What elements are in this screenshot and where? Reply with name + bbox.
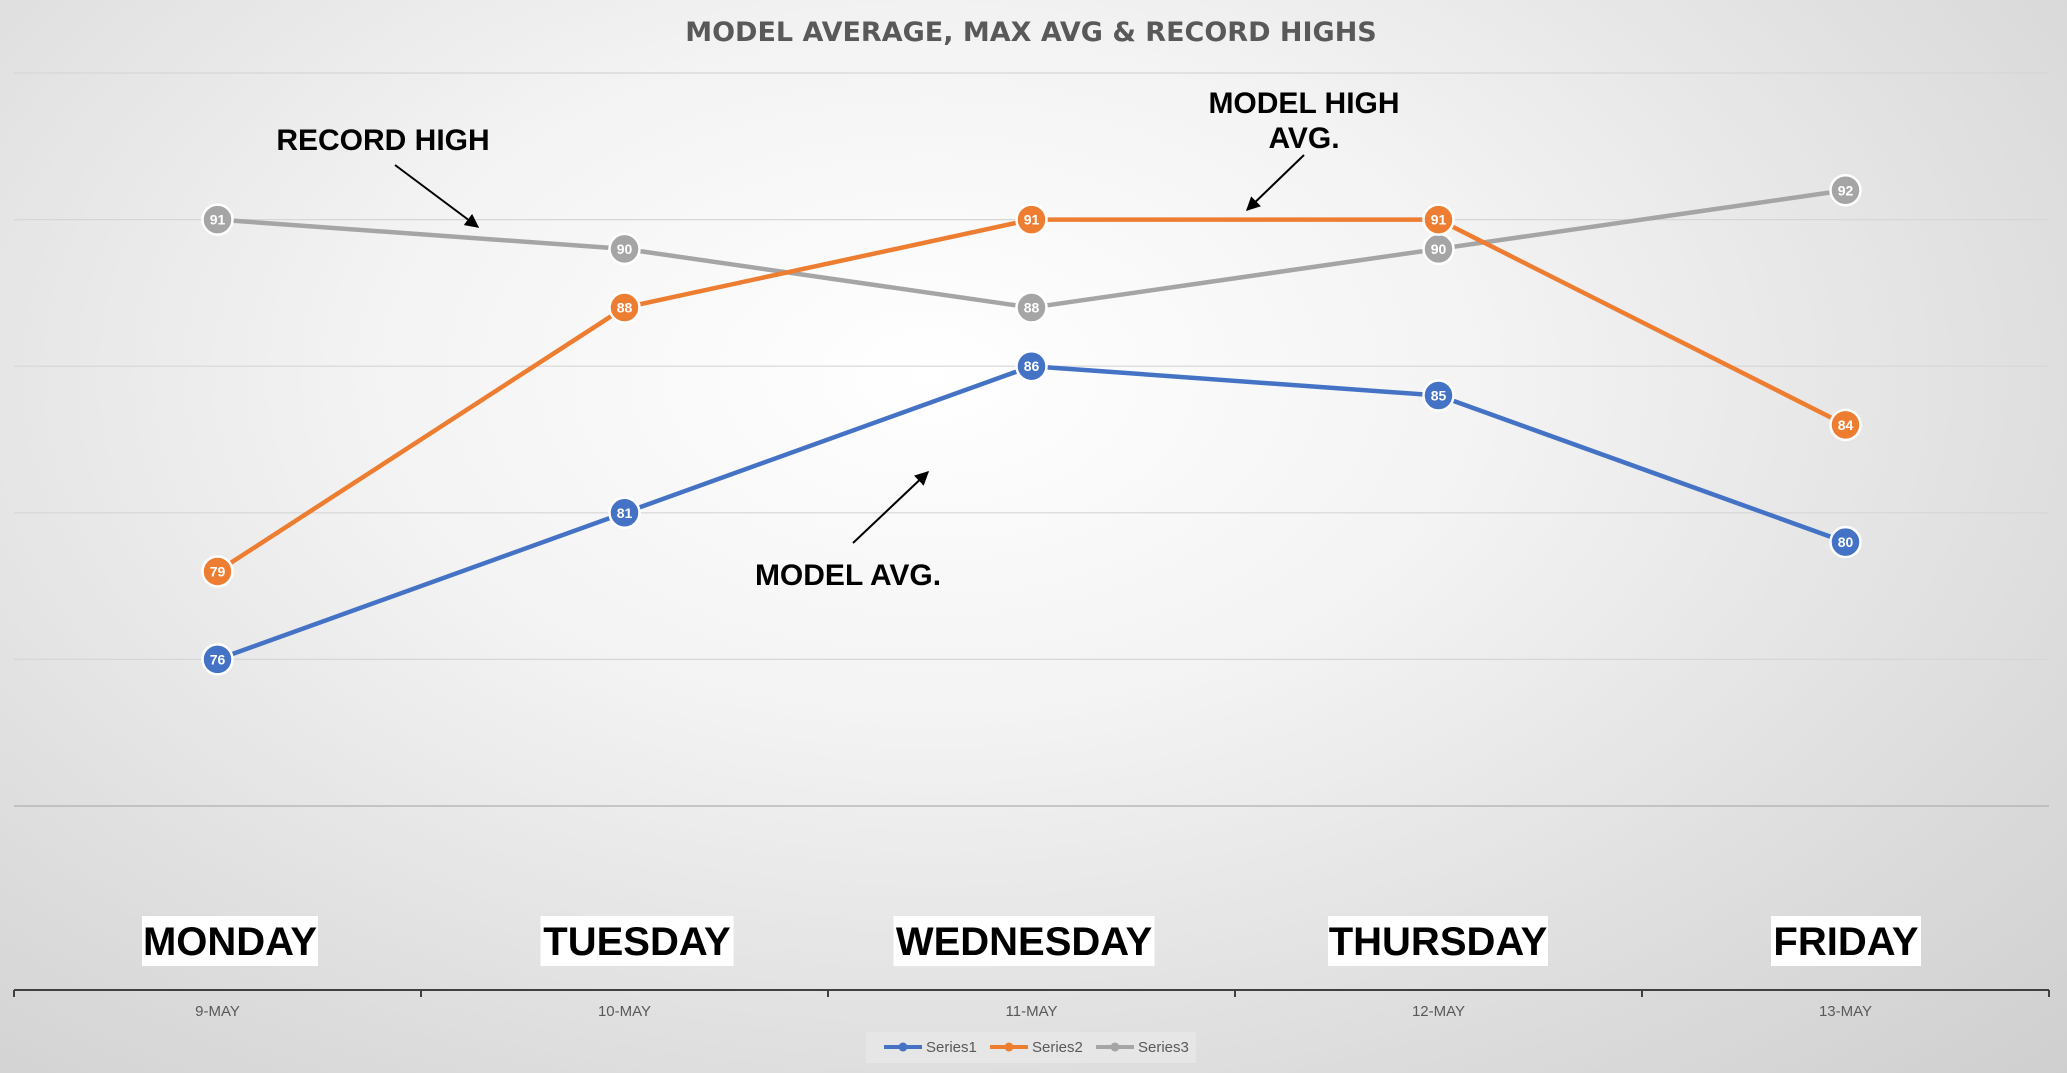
data-point (1015, 291, 1048, 324)
day-label-box (1771, 916, 1921, 966)
data-label: 80 (1838, 534, 1854, 550)
data-label: 79 (210, 563, 226, 579)
data-point (1015, 203, 1048, 236)
gridlines (14, 72, 2049, 807)
data-point (201, 203, 234, 236)
data-point (608, 496, 641, 530)
data-label: 90 (617, 241, 633, 257)
day-labels: MONDAY TUESDAY WEDNESDAY THURSDAY FRIDAY (142, 916, 1921, 966)
data-label: 88 (1024, 300, 1040, 316)
x-tick-label: 9-MAY (195, 1003, 240, 1020)
x-axis: 9-MAY 10-MAY 11-MAY 12-MAY 13-MAY (13, 989, 2050, 1020)
annotation-model-high-line2: AVG. (1268, 122, 1339, 155)
data-label: 91 (1024, 212, 1040, 228)
data-point (201, 643, 234, 676)
legend-marker (1004, 1042, 1014, 1052)
data-label: 85 (1431, 388, 1447, 404)
data-label: 86 (1024, 358, 1040, 374)
data-label: 88 (617, 300, 633, 316)
day-label-box (893, 916, 1155, 966)
data-label: 84 (1838, 417, 1854, 433)
annotation-model-avg-arrow (852, 471, 930, 544)
legend-marker (898, 1042, 908, 1052)
data-label: 91 (1431, 212, 1447, 228)
data-point (1829, 408, 1862, 442)
annotation-model-high-arrow (1245, 154, 1305, 211)
annotation-model-high-line1: MODEL HIGH (1208, 87, 1399, 120)
annotation-model-avg: MODEL AVG. (755, 559, 941, 592)
data-point (1015, 349, 1048, 383)
data-point (608, 291, 641, 324)
data-point (1422, 203, 1455, 236)
data-point (201, 555, 234, 588)
day-label-box (1328, 916, 1548, 966)
legend-label: Series3 (1138, 1039, 1189, 1056)
day-label-box (540, 916, 734, 966)
data-point (1829, 174, 1862, 207)
data-label: 91 (210, 212, 226, 228)
day-label: FRIDAY (1773, 920, 1919, 964)
day-label: MONDAY (143, 920, 317, 964)
x-tick-label: 10-MAY (598, 1003, 651, 1020)
data-point (608, 232, 641, 266)
chart-title: MODEL AVERAGE, MAX AVG & RECORD HIGHS (685, 17, 1377, 48)
legend-label: Series2 (1032, 1039, 1083, 1056)
annotation-record-high: RECORD HIGH (276, 124, 489, 157)
day-label: TUESDAY (543, 920, 731, 964)
data-label: 76 (210, 651, 226, 667)
x-tick-label: 12-MAY (1412, 1003, 1465, 1020)
data-label: 81 (617, 505, 633, 521)
series-line (216, 217, 1847, 574)
data-label: 92 (1838, 182, 1854, 198)
annotation-record-high-arrow (394, 164, 480, 228)
day-label-box (142, 916, 318, 966)
legend: Series1 Series2 Series3 (866, 1032, 1196, 1063)
legend-marker (1110, 1042, 1120, 1052)
data-point (1422, 379, 1455, 412)
data-label: 90 (1431, 241, 1447, 257)
x-tick-label: 13-MAY (1819, 1003, 1872, 1020)
day-label: WEDNESDAY (896, 920, 1153, 964)
legend-label: Series1 (926, 1039, 977, 1056)
day-label: THURSDAY (1329, 920, 1548, 964)
data-point (1829, 525, 1862, 559)
x-tick-label: 11-MAY (1006, 1003, 1058, 1020)
annotations: RECORD HIGH MODEL HIGH AVG. MODEL AVG. (276, 87, 1399, 592)
series-layer: 91 90 88 90 92 79 88 91 91 84 76 81 86 85 80 (201, 174, 1862, 676)
